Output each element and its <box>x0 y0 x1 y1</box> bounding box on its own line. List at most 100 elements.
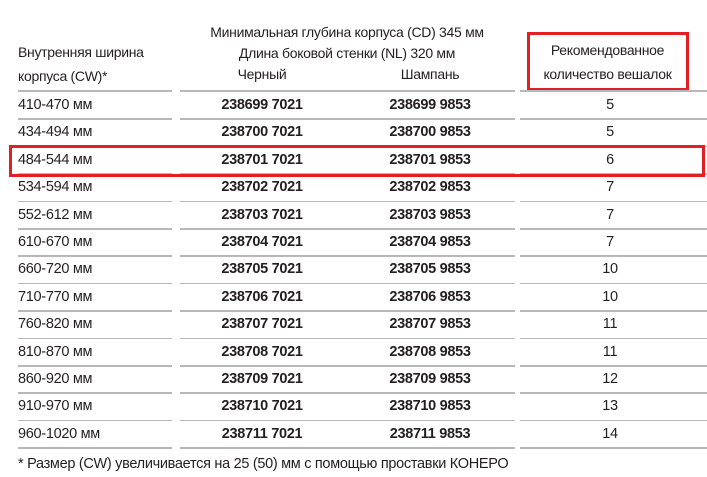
table-row: 484-544 мм 238701 7021 238701 9853 6 <box>0 147 707 174</box>
champagne-article-cell: 238703 9853 <box>389 206 471 223</box>
row-separator <box>520 365 707 367</box>
champagne-article-cell: 238707 9853 <box>389 316 471 333</box>
row-separator <box>18 173 172 175</box>
black-article-cell: 238708 7021 <box>221 343 303 360</box>
champagne-article-cell: 238708 9853 <box>389 343 471 360</box>
black-article-cell: 238699 7021 <box>221 97 303 113</box>
qty-cell: 11 <box>602 343 618 360</box>
champagne-article-cell: 238700 9853 <box>389 124 471 141</box>
black-article-cell: 238706 7021 <box>221 288 303 305</box>
table-row: 610-670 мм 238704 7021 238704 9853 7 <box>0 229 707 256</box>
black-article-cell: 238701 7021 <box>221 151 303 168</box>
depth-header: Минимальная глубина корпуса (CD) 345 мм <box>210 24 484 40</box>
champagne-article-cell: 238710 9853 <box>389 398 471 415</box>
row-separator <box>18 365 172 367</box>
row-separator <box>520 282 707 285</box>
row-separator <box>18 255 172 257</box>
row-separator <box>18 337 172 340</box>
row-separator <box>520 419 707 422</box>
row-separator <box>520 337 707 340</box>
champagne-article-cell: 238702 9853 <box>389 179 471 196</box>
table-row: 410-470 мм 238699 7021 238699 9853 5 <box>0 92 707 119</box>
row-separator <box>18 90 172 92</box>
cw-cell: 552-612 мм <box>18 206 93 223</box>
black-article-cell: 238700 7021 <box>221 124 303 141</box>
row-highlight <box>9 145 705 177</box>
row-separator <box>18 310 172 312</box>
footnote: * Размер (CW) увеличивается на 25 (50) м… <box>18 456 509 472</box>
cw-cell: 960-1020 мм <box>18 425 100 442</box>
qty-header: Рекомендованное количество вешалок <box>527 40 688 84</box>
champagne-article-cell: 238705 9853 <box>389 261 471 278</box>
champagne-article-cell: 238706 9853 <box>389 288 471 305</box>
row-separator <box>180 255 515 257</box>
qty-cell: 6 <box>606 151 614 168</box>
cw-cell: 534-594 мм <box>18 179 93 196</box>
cw-cell: 810-870 мм <box>18 343 93 360</box>
row-separator <box>18 447 172 449</box>
champagne-article-cell: 238699 9853 <box>389 97 471 113</box>
table-row: 710-770 мм 238706 7021 238706 9853 10 <box>0 284 707 311</box>
row-separator <box>18 282 172 285</box>
row-separator <box>18 392 172 394</box>
champagne-article-cell: 238704 9853 <box>389 234 471 250</box>
qty-cell: 5 <box>606 97 614 113</box>
row-separator <box>180 365 515 367</box>
qty-cell: 13 <box>602 398 618 415</box>
cw-cell: 710-770 мм <box>18 288 93 305</box>
champagne-article-cell: 238709 9853 <box>389 371 471 387</box>
row-separator <box>180 118 515 120</box>
cw-cell: 910-970 мм <box>18 398 93 415</box>
row-separator <box>180 447 515 449</box>
black-article-cell: 238707 7021 <box>221 316 303 333</box>
table-row: 534-594 мм 238702 7021 238702 9853 7 <box>0 174 707 201</box>
row-separator <box>180 282 515 285</box>
cw-cell: 484-544 мм <box>18 151 93 168</box>
cw-cell: 860-920 мм <box>18 371 93 387</box>
row-separator <box>18 118 172 120</box>
black-header: Черный <box>237 66 287 82</box>
table-row: 552-612 мм 238703 7021 238703 9853 7 <box>0 202 707 229</box>
row-separator <box>180 392 515 394</box>
table-row: 810-870 мм 238708 7021 238708 9853 11 <box>0 339 707 366</box>
table-row: 760-820 мм 238707 7021 238707 9853 11 <box>0 311 707 338</box>
cw-cell: 410-470 мм <box>18 97 93 113</box>
qty-cell: 7 <box>606 179 614 196</box>
row-separator <box>520 173 707 175</box>
cw-cell: 434-494 мм <box>18 124 93 141</box>
black-article-cell: 238709 7021 <box>221 371 303 387</box>
qty-cell: 12 <box>602 371 618 387</box>
table-row: 660-720 мм 238705 7021 238705 9853 10 <box>0 256 707 283</box>
row-separator <box>18 228 172 230</box>
side-wall-header: Длина боковой стенки (NL) 320 мм <box>238 45 456 61</box>
row-separator <box>180 90 515 92</box>
qty-cell: 7 <box>606 206 614 223</box>
champagne-header: Шампань <box>400 66 460 82</box>
row-separator <box>520 200 707 203</box>
row-separator <box>180 173 515 175</box>
row-separator <box>520 392 707 394</box>
champagne-article-cell: 238701 9853 <box>389 151 471 168</box>
qty-cell: 5 <box>606 124 614 141</box>
row-separator <box>520 447 707 449</box>
table-row: 434-494 мм 238700 7021 238700 9853 5 <box>0 119 707 146</box>
black-article-cell: 238711 7021 <box>221 425 303 442</box>
qty-cell: 10 <box>602 288 618 305</box>
black-article-cell: 238705 7021 <box>221 261 303 278</box>
table-row: 860-920 мм 238709 7021 238709 9853 12 <box>0 366 707 393</box>
row-separator <box>520 255 707 257</box>
champagne-article-cell: 238711 9853 <box>389 425 471 442</box>
black-article-cell: 238703 7021 <box>221 206 303 223</box>
qty-cell: 11 <box>602 316 618 333</box>
row-separator <box>180 228 515 230</box>
qty-header-line1: Рекомендованное <box>550 42 665 58</box>
row-separator <box>180 310 515 312</box>
row-separator <box>180 337 515 340</box>
row-separator <box>180 200 515 203</box>
cw-cell: 760-820 мм <box>18 316 93 333</box>
row-separator <box>520 90 707 92</box>
cw-cell: 610-670 мм <box>18 234 93 250</box>
black-article-cell: 238704 7021 <box>221 234 303 250</box>
row-separator <box>18 419 172 422</box>
qty-cell: 14 <box>602 425 618 442</box>
